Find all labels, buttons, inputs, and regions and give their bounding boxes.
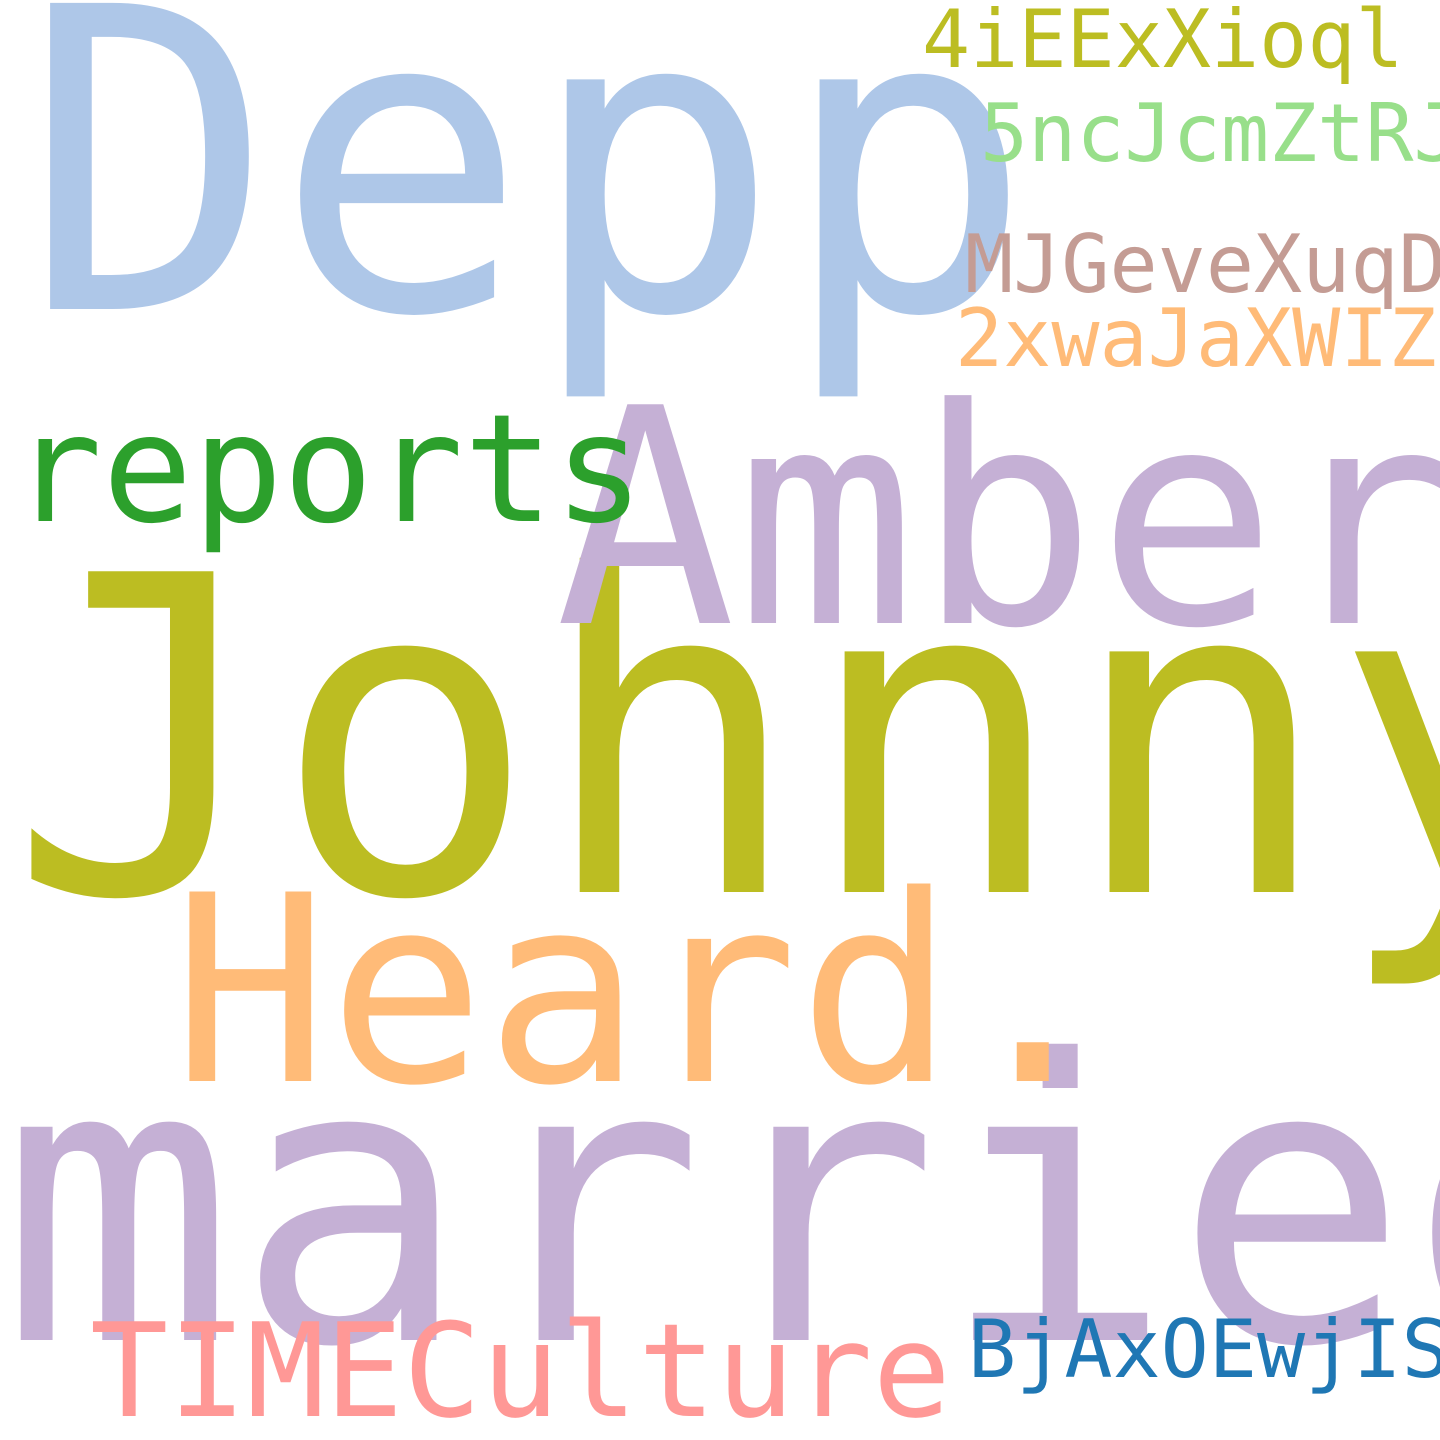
word-2xwajaxwiz: 2xwaJaXWIZ (955, 292, 1437, 385)
word-timeculture: TIMECulture (90, 1295, 951, 1440)
word-depp: Depp (22, 0, 1034, 409)
word-amber: Amber (555, 345, 1440, 694)
word-5ncjcmztrj: 5ncJcmZtRJ (980, 87, 1440, 180)
word-mjgevexuqd: MJGeveXuqD (965, 218, 1440, 311)
word-4ieexxioql: 4iEExXioql (922, 0, 1404, 86)
word-reports: reports (12, 383, 645, 557)
word-bjaxoewjis: BjAxOEwjIS (968, 1303, 1440, 1396)
word-johnny: Johnny (8, 484, 1440, 996)
word-married: married (0, 978, 1440, 1432)
word-heard: Heard. (172, 841, 1112, 1143)
